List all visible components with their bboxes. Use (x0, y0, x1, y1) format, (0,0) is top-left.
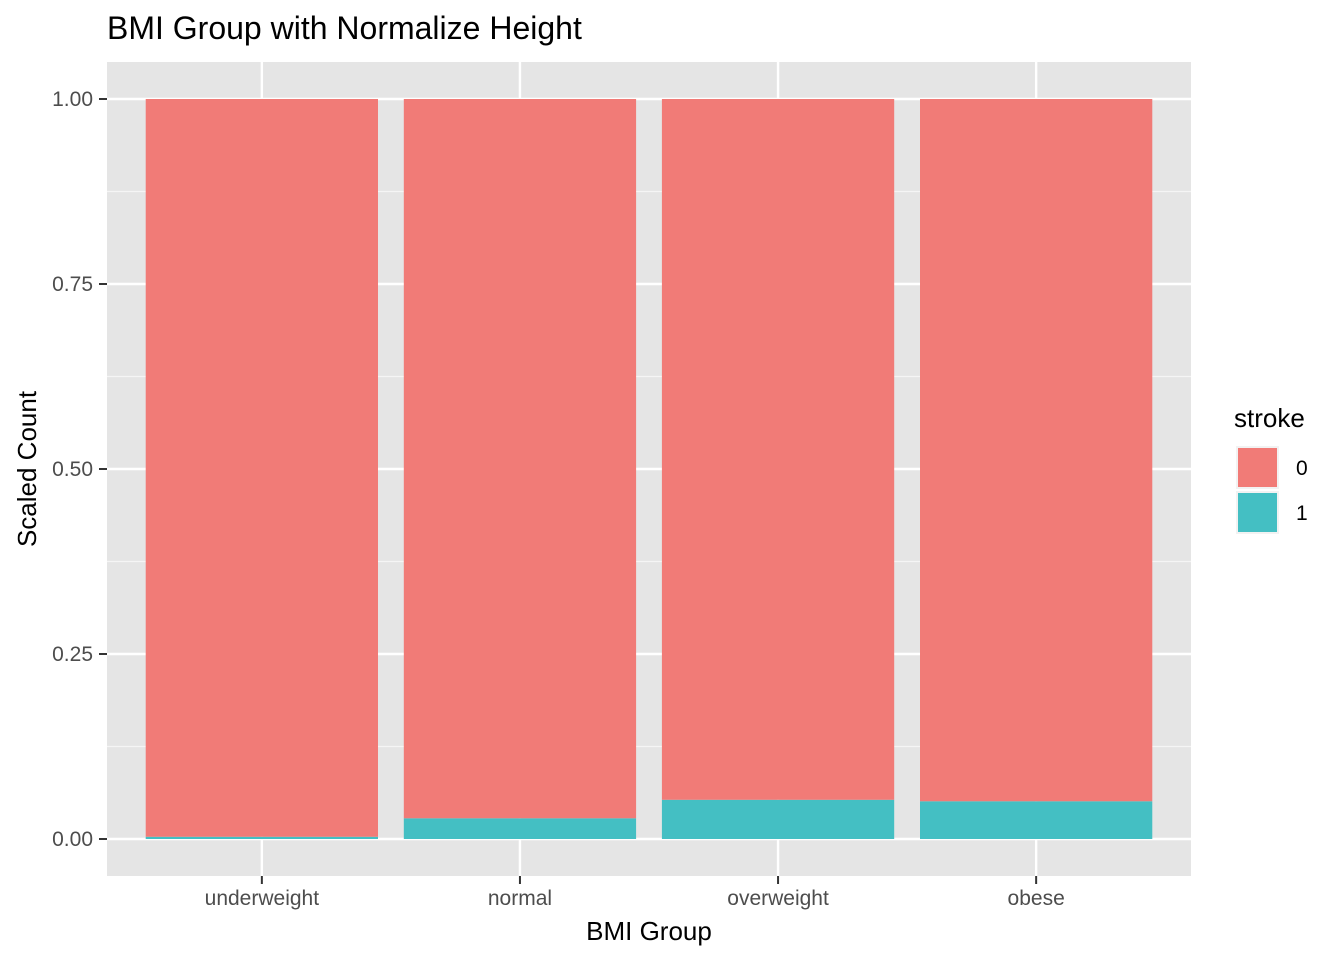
plot-panel (107, 62, 1191, 876)
legend-label-0: 0 (1296, 457, 1308, 480)
bar-normal-stroke-1 (403, 818, 637, 839)
bar-obese-stroke-0 (920, 99, 1153, 802)
y-tick-label: 0.25 (52, 643, 93, 666)
bar-obese-stroke-1 (920, 801, 1153, 839)
y-tick-label: 0.75 (52, 273, 93, 296)
x-tick-label: obese (1008, 887, 1065, 910)
chart-title: BMI Group with Normalize Height (107, 10, 582, 46)
x-tick-label: underweight (205, 887, 320, 910)
bar-underweight-stroke-1 (145, 836, 378, 839)
axis-ticks: 0.00 0.25 0.50 0.75 1.00 underweight normal ove… (52, 88, 1065, 910)
bar-underweight-stroke-0 (145, 99, 378, 837)
y-axis-title: Scaled Count (12, 390, 42, 547)
legend-swatch-1 (1238, 493, 1277, 532)
legend-label-1: 1 (1296, 502, 1308, 525)
bar-overweight-stroke-1 (661, 799, 895, 839)
bar-overweight-stroke-0 (661, 99, 895, 800)
legend: stroke 0 1 (1234, 403, 1308, 534)
y-tick-label: 0.00 (52, 828, 93, 851)
x-axis-title: BMI Group (586, 916, 712, 946)
bar-normal-stroke-0 (403, 99, 637, 819)
legend-title: stroke (1234, 403, 1305, 433)
x-tick-label: overweight (727, 887, 829, 910)
y-tick-label: 0.50 (52, 458, 93, 481)
legend-swatch-0 (1238, 448, 1277, 487)
y-tick-label: 1.00 (52, 88, 93, 111)
x-tick-label: normal (488, 887, 552, 910)
